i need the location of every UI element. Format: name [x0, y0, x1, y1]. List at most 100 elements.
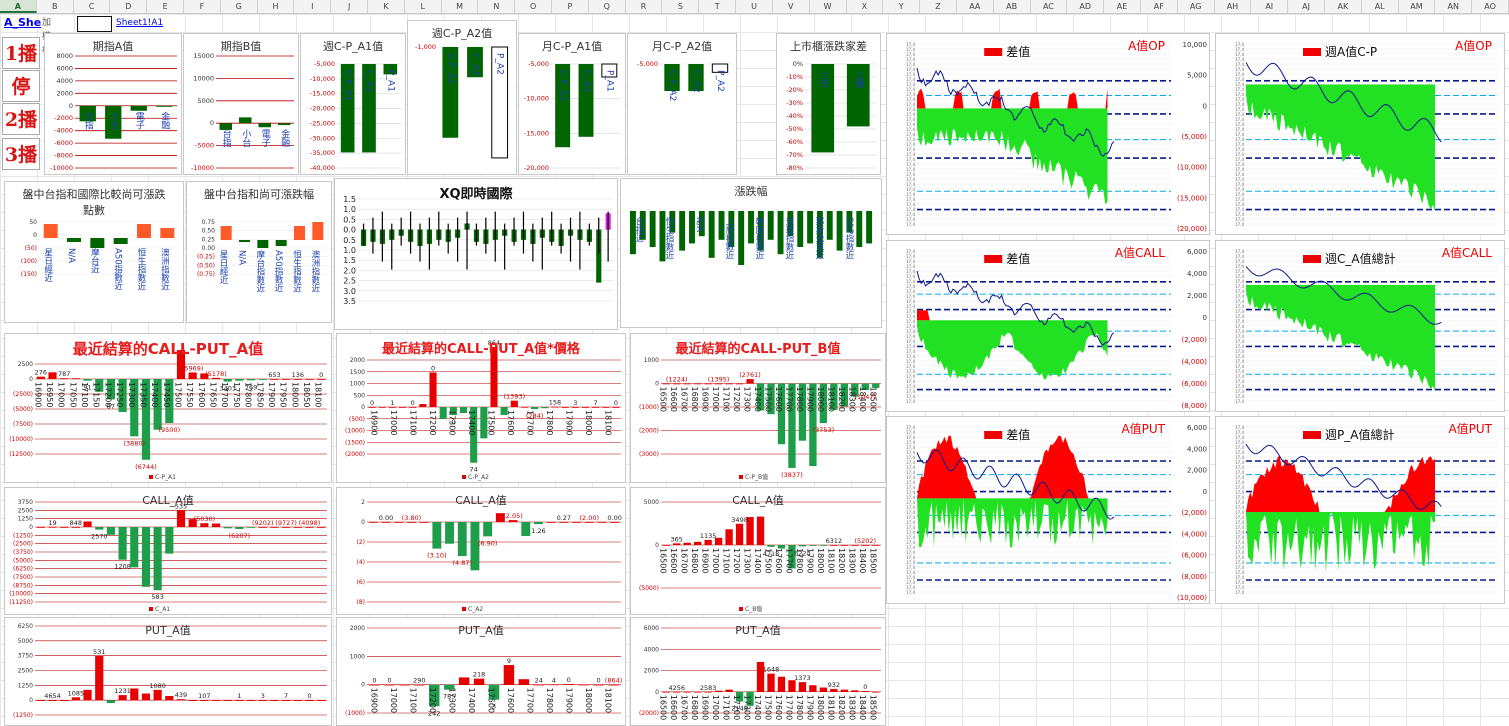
tick-label: (2,000)	[1181, 509, 1207, 517]
cell-a1[interactable]: A_She	[4, 16, 42, 29]
column-header-ao[interactable]: AO	[1472, 0, 1509, 13]
bar	[442, 47, 459, 138]
column-header-o[interactable]: O	[515, 0, 553, 13]
column-header-y[interactable]: Y	[883, 0, 921, 13]
bar	[282, 527, 291, 528]
column-header-aj[interactable]: AJ	[1288, 0, 1325, 13]
play-1-button[interactable]: 1播	[2, 37, 40, 69]
bar	[757, 211, 764, 251]
column-header-t[interactable]: T	[699, 0, 737, 13]
bar	[840, 545, 848, 546]
area-series	[917, 320, 1108, 380]
tick-label: 17,4	[1235, 259, 1244, 264]
bar	[531, 407, 539, 409]
strike-label: 17050	[68, 382, 77, 407]
tick-label: 17,4	[906, 187, 915, 192]
tick-label: 4000	[56, 77, 73, 85]
stop-button[interactable]: 停	[2, 70, 40, 102]
column-header-i[interactable]: I	[294, 0, 332, 13]
bar	[596, 229, 602, 283]
column-header-w[interactable]: W	[810, 0, 847, 13]
column-header-ag[interactable]: AG	[1178, 0, 1215, 13]
column-header-ah[interactable]: AH	[1215, 0, 1252, 13]
play-3-button[interactable]: 3播	[2, 138, 40, 170]
tick-label: -5,000	[528, 60, 549, 68]
column-header-aa[interactable]: AA	[957, 0, 994, 13]
column-header-af[interactable]: AF	[1141, 0, 1178, 13]
tick-label: 17,4	[1235, 590, 1244, 595]
bar-label: 韓國指數近	[754, 216, 764, 260]
play-2-button[interactable]: 2播	[2, 103, 40, 135]
strike-label: 17700	[526, 410, 535, 435]
column-header-h[interactable]: H	[258, 0, 295, 13]
column-header-ad[interactable]: AD	[1067, 0, 1105, 13]
column-header-ak[interactable]: AK	[1325, 0, 1362, 13]
column-header-m[interactable]: M	[442, 0, 479, 13]
cell-c1[interactable]	[77, 16, 112, 32]
column-header-ac[interactable]: AC	[1031, 0, 1068, 13]
legend-label: 差值	[1006, 44, 1030, 59]
tick-label: (7500)	[13, 421, 33, 428]
column-header-x[interactable]: X	[847, 0, 884, 13]
cell-d1-link[interactable]: Sheet1!A1	[116, 18, 164, 28]
column-header-g[interactable]: G	[221, 0, 258, 13]
bar	[270, 527, 279, 528]
column-header-q[interactable]: Q	[589, 0, 626, 13]
bar	[165, 695, 174, 701]
column-header-z[interactable]: Z	[920, 0, 957, 13]
column-header-j[interactable]: J	[331, 0, 369, 13]
bar	[503, 665, 515, 685]
column-header-f[interactable]: F	[184, 0, 221, 13]
data-label: 0	[863, 683, 867, 691]
column-header-k[interactable]: K	[368, 0, 405, 13]
tick-label: 17,4	[906, 440, 915, 445]
column-header-a[interactable]: A	[0, 0, 37, 13]
column-header-c[interactable]: C	[74, 0, 111, 13]
tick-label: (10000)	[9, 591, 33, 598]
tick-label: -30,000	[310, 134, 335, 142]
strike-label: 16900	[369, 410, 378, 435]
tick-label: 17,4	[906, 299, 915, 304]
column-header-r[interactable]: R	[626, 0, 663, 13]
data-label: (9500)	[159, 426, 181, 434]
bar	[141, 527, 151, 587]
column-header-ab[interactable]: AB	[994, 0, 1031, 13]
data-label: (1224)	[666, 376, 688, 384]
column-header-am[interactable]: AM	[1399, 0, 1436, 13]
tick-label: (11250)	[9, 599, 33, 606]
area-series-positive	[917, 88, 1108, 109]
column-header-d[interactable]: D	[110, 0, 148, 13]
tick-label: 2,000	[1187, 292, 1207, 300]
tick-label: 17,4	[1235, 445, 1244, 450]
strike-label: 17350	[138, 382, 147, 407]
bar	[381, 522, 391, 523]
bar	[414, 684, 425, 686]
tick-label: -35,000	[310, 149, 335, 157]
column-header-p[interactable]: P	[552, 0, 589, 13]
bar	[36, 376, 45, 379]
column-header-ae[interactable]: AE	[1104, 0, 1141, 13]
cell-b1[interactable]: 加權樣	[42, 18, 52, 56]
tick-label: 17,4	[1235, 264, 1244, 269]
column-header-ai[interactable]: AI	[1251, 0, 1289, 13]
strike-label: 17300	[743, 695, 752, 720]
column-header-an[interactable]: AN	[1435, 0, 1473, 13]
column-header-v[interactable]: V	[773, 0, 810, 13]
column-header-al[interactable]: AL	[1362, 0, 1399, 13]
bar	[807, 211, 814, 244]
column-header-n[interactable]: N	[478, 0, 516, 13]
strike-label: 17700	[784, 695, 793, 720]
column-header-e[interactable]: E	[147, 0, 185, 13]
bar	[176, 350, 186, 379]
tick-label: 17,4	[906, 77, 915, 82]
data-label: (5969)	[182, 364, 204, 372]
data-label: (3.10)	[427, 552, 447, 560]
column-header-l[interactable]: L	[405, 0, 442, 13]
data-label: 769	[245, 383, 257, 391]
strike-label: 17200	[732, 695, 741, 720]
column-header-s[interactable]: S	[662, 0, 700, 13]
tick-label: 17,4	[1235, 535, 1244, 540]
column-header-u[interactable]: U	[736, 0, 773, 13]
column-header-b[interactable]: B	[37, 0, 74, 13]
tick-label: (500)	[349, 416, 365, 423]
